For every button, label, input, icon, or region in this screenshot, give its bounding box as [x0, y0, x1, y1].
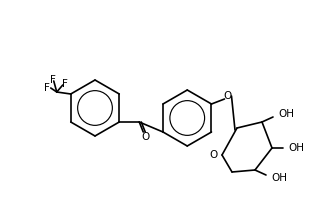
Text: O: O	[223, 91, 232, 101]
Text: O: O	[141, 132, 149, 142]
Text: F: F	[62, 79, 68, 89]
Text: F: F	[44, 83, 50, 93]
Text: OH: OH	[278, 109, 294, 119]
Text: O: O	[210, 150, 218, 160]
Text: F: F	[50, 75, 56, 85]
Text: OH: OH	[271, 173, 287, 183]
Text: OH: OH	[288, 143, 304, 153]
